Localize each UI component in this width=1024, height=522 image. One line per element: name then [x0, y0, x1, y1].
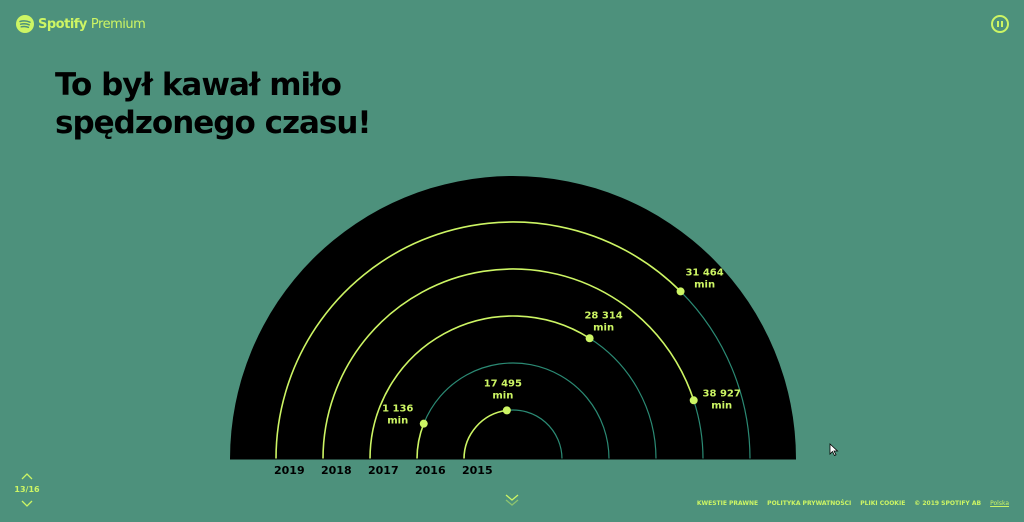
year-label-2018: 2018	[321, 464, 352, 477]
ring-value-2015: 17 495	[484, 378, 522, 389]
ring-marker-2016[interactable]	[419, 419, 428, 428]
chevron-up-icon	[21, 472, 33, 479]
ring-progress-2018	[322, 268, 695, 460]
spotify-premium-logo[interactable]: Spotify Premium	[16, 15, 146, 33]
ring-unit-2019: min	[694, 279, 715, 290]
footer: KWESTIE PRAWNE POLITYKA PRYWATNOŚCI PLIK…	[697, 500, 1009, 507]
ring-track-2019	[680, 290, 751, 460]
ring-progress-2017	[369, 315, 591, 460]
pause-button[interactable]	[991, 15, 1009, 33]
slide-navigation: 13/16	[14, 470, 40, 509]
page-title: To był kawał miło spędzonego czasu!	[55, 67, 372, 141]
product-name: Premium	[90, 16, 146, 32]
ring-value-2018: 38 927	[703, 388, 741, 399]
page-counter: 13/16	[14, 485, 40, 494]
ring-value-2017: 28 314	[584, 310, 622, 321]
pause-icon	[997, 21, 999, 27]
ring-unit-2016: min	[387, 416, 408, 427]
ring-progress-2019	[275, 221, 682, 460]
mouse-cursor-icon	[829, 443, 839, 457]
double-chevron-down-icon	[505, 494, 519, 506]
ring-track-2017	[589, 337, 657, 460]
ring-marker-2018[interactable]	[689, 396, 698, 405]
ring-marker-2017[interactable]	[585, 334, 594, 343]
year-label-2016: 2016	[415, 464, 446, 477]
vinyl-disc	[230, 176, 796, 459]
copyright: © 2019 SPOTIFY AB	[914, 500, 982, 507]
ring-marker-2015[interactable]	[502, 406, 511, 415]
ring-unit-2018: min	[711, 400, 732, 411]
brand-name: Spotify	[38, 16, 87, 32]
ring-track-2015	[506, 409, 563, 460]
legal-link[interactable]: KWESTIE PRAWNE	[696, 500, 759, 507]
next-slide-button[interactable]	[14, 497, 40, 509]
year-label-2017: 2017	[368, 464, 399, 477]
year-labels: 2019 2018 2017 2016 2015	[0, 464, 1024, 480]
ring-unit-2015: min	[492, 390, 513, 401]
ring-progress-2015	[463, 409, 507, 460]
chevron-down-icon	[21, 500, 33, 507]
spotify-logo-icon	[16, 15, 34, 33]
ring-track-2016	[423, 362, 610, 460]
ring-marker-2019[interactable]	[676, 287, 685, 296]
language-link[interactable]: Polska	[990, 500, 1009, 507]
cookies-link[interactable]: PLIKI COOKIE	[860, 500, 906, 507]
ring-value-2019: 31 464	[685, 267, 723, 278]
scroll-down-button[interactable]	[505, 492, 519, 511]
year-label-2019: 2019	[274, 464, 305, 477]
ring-unit-2017: min	[593, 322, 614, 333]
previous-slide-button[interactable]	[14, 470, 40, 482]
privacy-link[interactable]: POLITYKA PRYWATNOŚCI	[767, 500, 852, 507]
year-label-2015: 2015	[462, 464, 493, 477]
pause-icon-bar	[1001, 21, 1003, 27]
ring-value-2016: 1 136	[382, 404, 413, 415]
